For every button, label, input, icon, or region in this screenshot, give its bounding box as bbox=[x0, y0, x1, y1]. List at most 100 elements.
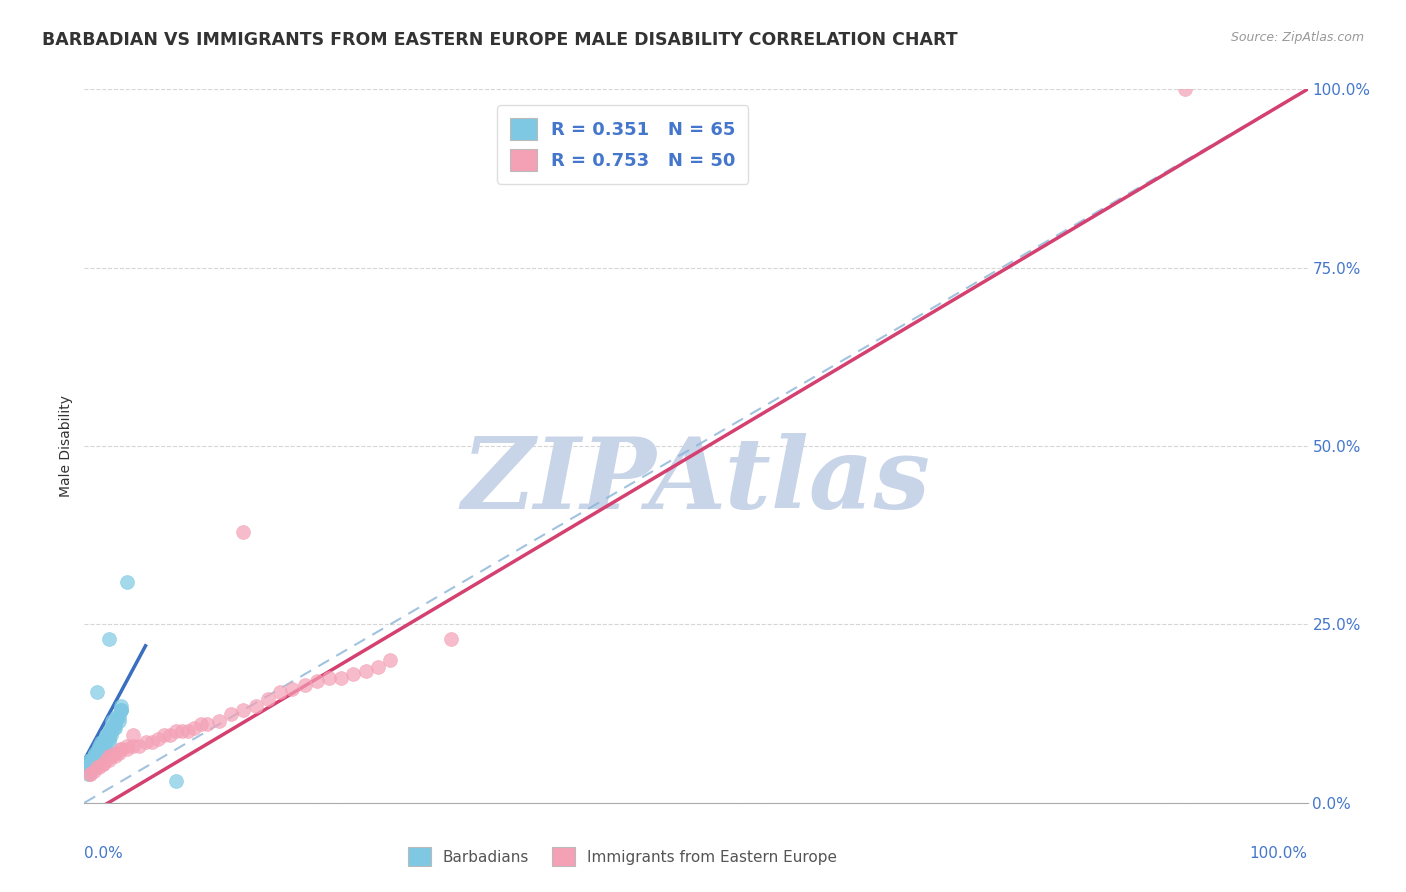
Point bbox=[110, 703, 132, 717]
Point bbox=[122, 739, 145, 753]
Point bbox=[208, 714, 231, 728]
Point bbox=[86, 756, 108, 771]
Point bbox=[91, 735, 114, 749]
Point bbox=[83, 749, 105, 764]
Point bbox=[97, 749, 120, 764]
Legend: Barbadians, Immigrants from Eastern Europe: Barbadians, Immigrants from Eastern Euro… bbox=[401, 839, 845, 873]
Point bbox=[87, 742, 110, 756]
Point bbox=[153, 728, 176, 742]
Point bbox=[177, 724, 200, 739]
Point bbox=[87, 739, 110, 753]
Point bbox=[105, 710, 128, 724]
Text: BARBADIAN VS IMMIGRANTS FROM EASTERN EUROPE MALE DISABILITY CORRELATION CHART: BARBADIAN VS IMMIGRANTS FROM EASTERN EUR… bbox=[42, 31, 957, 49]
Point bbox=[100, 721, 122, 735]
Point bbox=[87, 742, 110, 756]
Point bbox=[79, 756, 101, 771]
Point bbox=[91, 739, 114, 753]
Point bbox=[91, 735, 114, 749]
Point bbox=[101, 714, 124, 728]
Point bbox=[96, 742, 118, 756]
Point bbox=[97, 728, 120, 742]
Point bbox=[305, 674, 328, 689]
Point bbox=[294, 678, 316, 692]
Point bbox=[219, 706, 242, 721]
Point bbox=[83, 753, 105, 767]
Point bbox=[232, 524, 254, 539]
Point bbox=[91, 756, 114, 771]
Point bbox=[80, 753, 103, 767]
Point bbox=[281, 681, 304, 696]
Point bbox=[83, 764, 105, 778]
Point bbox=[257, 692, 280, 706]
Point bbox=[86, 685, 108, 699]
Point bbox=[93, 735, 115, 749]
Point bbox=[94, 731, 117, 746]
Point bbox=[110, 703, 132, 717]
Point bbox=[1174, 82, 1197, 96]
Point bbox=[90, 735, 112, 749]
Point bbox=[115, 739, 138, 753]
Point bbox=[107, 714, 129, 728]
Point bbox=[128, 739, 150, 753]
Point bbox=[110, 703, 132, 717]
Point bbox=[367, 660, 389, 674]
Point bbox=[110, 742, 132, 756]
Point bbox=[104, 749, 127, 764]
Point bbox=[97, 753, 120, 767]
Point bbox=[104, 721, 127, 735]
Point bbox=[79, 753, 101, 767]
Point bbox=[83, 760, 105, 774]
Point bbox=[77, 767, 100, 781]
Point bbox=[83, 756, 105, 771]
Point bbox=[141, 735, 163, 749]
Point bbox=[96, 728, 118, 742]
Point bbox=[77, 760, 100, 774]
Point bbox=[245, 699, 267, 714]
Point bbox=[96, 731, 118, 746]
Text: ZIPAtlas: ZIPAtlas bbox=[461, 434, 931, 530]
Point bbox=[354, 664, 377, 678]
Point bbox=[91, 749, 114, 764]
Point bbox=[159, 728, 181, 742]
Point bbox=[115, 574, 138, 589]
Point bbox=[87, 742, 110, 756]
Text: 100.0%: 100.0% bbox=[1250, 846, 1308, 861]
Point bbox=[100, 749, 122, 764]
Point bbox=[79, 753, 101, 767]
Point bbox=[97, 731, 120, 746]
Point bbox=[96, 731, 118, 746]
Point bbox=[122, 728, 145, 742]
Point bbox=[380, 653, 402, 667]
Point bbox=[146, 731, 169, 746]
Text: 0.0%: 0.0% bbox=[84, 846, 124, 861]
Point bbox=[104, 746, 127, 760]
Point bbox=[83, 749, 105, 764]
Point bbox=[86, 749, 108, 764]
Point bbox=[269, 685, 291, 699]
Point bbox=[107, 746, 129, 760]
Point bbox=[183, 721, 205, 735]
Point bbox=[79, 756, 101, 771]
Point bbox=[77, 760, 100, 774]
Text: Source: ZipAtlas.com: Source: ZipAtlas.com bbox=[1230, 31, 1364, 45]
Point bbox=[77, 764, 100, 778]
Point bbox=[91, 756, 114, 771]
Point bbox=[104, 717, 127, 731]
Point bbox=[97, 724, 120, 739]
Point bbox=[80, 756, 103, 771]
Point bbox=[86, 760, 108, 774]
Point bbox=[103, 721, 125, 735]
Point bbox=[97, 728, 120, 742]
Point bbox=[97, 632, 120, 646]
Point bbox=[87, 746, 110, 760]
Point bbox=[172, 724, 194, 739]
Point bbox=[165, 724, 187, 739]
Point bbox=[232, 703, 254, 717]
Point bbox=[110, 742, 132, 756]
Point bbox=[110, 699, 132, 714]
Point bbox=[342, 667, 364, 681]
Point bbox=[165, 774, 187, 789]
Point bbox=[135, 735, 157, 749]
Point bbox=[105, 710, 128, 724]
Point bbox=[84, 746, 107, 760]
